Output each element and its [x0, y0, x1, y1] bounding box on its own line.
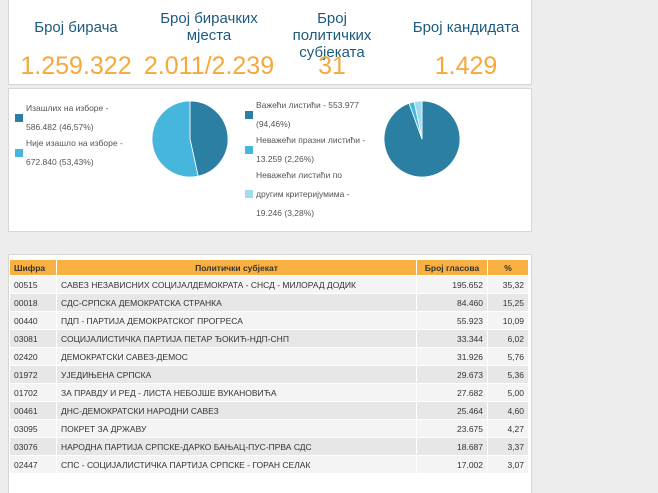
cell-code: 00440 [9, 311, 57, 330]
header-percent: % [487, 259, 529, 276]
cell-percent: 5,36 [487, 365, 529, 384]
stat-label: Број бирача [34, 19, 118, 36]
cell-votes: 17.002 [416, 455, 488, 474]
pie-slice [189, 100, 229, 177]
header-votes: Број гласова [416, 259, 488, 276]
cell-code: 00018 [9, 293, 57, 312]
cell-subject: СОЦИЈАЛИСТИЧКА ПАРТИЈА ПЕТАР ЂОКИЋ-НДП-С… [56, 329, 417, 348]
table-row[interactable]: 02447 СПС - СОЦИЈАЛИСТИЧКА ПАРТИЈА СРПСКЕ… [9, 455, 529, 474]
cell-votes: 33.344 [416, 329, 488, 348]
cell-percent: 3,37 [487, 437, 529, 456]
cell-subject: ДНС-ДЕМОКРАТСКИ НАРОДНИ САВЕЗ [56, 401, 417, 420]
table-row[interactable]: 01972 УЈЕДИЊЕНА СРПСКА 29.673 5,36 [9, 365, 529, 384]
cell-percent: 6,02 [487, 329, 529, 348]
legend-item: Неважећи празни листићи - 13.259 (2,26%) [245, 131, 366, 169]
header-code: Шифра [9, 259, 57, 276]
cell-code: 00461 [9, 401, 57, 420]
legend-item: Није изашло на изборе - 672.840 (53,43%) [15, 134, 123, 172]
cell-votes: 31.926 [416, 347, 488, 366]
ballots-pie-chart [383, 100, 461, 178]
cell-subject: ДЕМОКРАТСКИ САВЕЗ-ДЕМОС [56, 347, 417, 366]
results-table-panel: Шифра Политички субјекат Број гласова % … [8, 254, 532, 493]
table-row[interactable]: 01702 ЗА ПРАВДУ И РЕД - ЛИСТА НЕБОЈШЕ ВУК… [9, 383, 529, 402]
cell-votes: 195.652 [416, 275, 488, 294]
results-table: Шифра Политички субјекат Број гласова % … [9, 259, 529, 474]
cell-percent: 5,76 [487, 347, 529, 366]
cell-subject: УЈЕДИЊЕНА СРПСКА [56, 365, 417, 384]
cell-votes: 25.464 [416, 401, 488, 420]
stat-label: Број политичких субјеката [292, 10, 372, 61]
legend-item: Важећи листићи - 553.977 (94,46%) [245, 96, 360, 134]
legend-swatch [245, 110, 253, 119]
cell-subject: ПДП - ПАРТИЈА ДЕМОКРАТСКОГ ПРОГРЕСА [56, 311, 417, 330]
cell-subject: ПОКРЕТ ЗА ДРЖАВУ [56, 419, 417, 438]
legend-item: Неважећи листићи по другим критеријумима … [245, 166, 350, 223]
legend-text: другим критеријумима - [256, 189, 350, 199]
cell-votes: 27.682 [416, 383, 488, 402]
legend-item: Изашлих на изборе - 586.482 (46,57%) [15, 99, 109, 137]
table-row[interactable]: 02420 ДЕМОКРАТСКИ САВЕЗ-ДЕМОС 31.926 5,76 [9, 347, 529, 366]
table-row[interactable]: 00440 ПДП - ПАРТИЈА ДЕМОКРАТСКОГ ПРОГРЕСА… [9, 311, 529, 330]
turnout-pie-chart [151, 100, 229, 178]
cell-votes: 23.675 [416, 419, 488, 438]
charts-panel: Изашлих на изборе - 586.482 (46,57%) Није … [8, 88, 532, 232]
cell-votes: 84.460 [416, 293, 488, 312]
table-row[interactable]: 03081 СОЦИЈАЛИСТИЧКА ПАРТИЈА ПЕТАР ЂОКИЋ-… [9, 329, 529, 348]
legend-text: 586.482 (46,57%) [26, 122, 94, 132]
cell-code: 03076 [9, 437, 57, 456]
cell-percent: 5,00 [487, 383, 529, 402]
cell-subject: НАРОДНА ПАРТИЈА СРПСКЕ-ДАРКО БАЊАЦ-ПУС-П… [56, 437, 417, 456]
cell-percent: 35,32 [487, 275, 529, 294]
pie-slice [151, 100, 199, 178]
stat-label: Број кандидата [412, 19, 520, 36]
cell-percent: 4,27 [487, 419, 529, 438]
table-header-row: Шифра Политички субјекат Број гласова % [9, 259, 529, 276]
table-row[interactable]: 00461 ДНС-ДЕМОКРАТСКИ НАРОДНИ САВЕЗ 25.464… [9, 401, 529, 420]
legend-swatch [15, 148, 23, 157]
legend-text: Изашлих на изборе - [26, 103, 109, 113]
stat-value: 31 [318, 52, 346, 80]
cell-percent: 15,25 [487, 293, 529, 312]
pie-slice [413, 100, 423, 140]
cell-votes: 55.923 [416, 311, 488, 330]
legend-text: Неважећи празни листићи - [256, 135, 366, 145]
cell-votes: 29.673 [416, 365, 488, 384]
legend-text: 672.840 (53,43%) [26, 157, 94, 167]
table-row[interactable]: 03076 НАРОДНА ПАРТИЈА СРПСКЕ-ДАРКО БАЊАЦ-… [9, 437, 529, 456]
table-row[interactable]: 00018 СДС-СРПСКА ДЕМОКРАТСКА СТРАНКА 84.46… [9, 293, 529, 312]
legend-text: Неважећи листићи по [256, 170, 343, 180]
legend-swatch [245, 145, 253, 154]
cell-percent: 3,07 [487, 455, 529, 474]
legend-text: (94,46%) [256, 119, 291, 129]
cell-code: 01972 [9, 365, 57, 384]
cell-code: 03095 [9, 419, 57, 438]
legend-text: Важећи листићи - 553.977 [256, 100, 360, 110]
legend-text: 13.259 (2,26%) [256, 154, 315, 164]
cell-code: 01702 [9, 383, 57, 402]
table-row[interactable]: 03095 ПОКРЕТ ЗА ДРЖАВУ 23.675 4,27 [9, 419, 529, 438]
cell-subject: СПС - СОЦИЈАЛИСТИЧКА ПАРТИЈА СРПСКЕ - ГО… [56, 455, 417, 474]
cell-subject: ЗА ПРАВДУ И РЕД - ЛИСТА НЕБОЈШЕ ВУКАНОВИ… [56, 383, 417, 402]
stats-panel: Број бирача 1.259.322 Број бирачких мјес… [8, 0, 532, 85]
cell-code: 02447 [9, 455, 57, 474]
cell-code: 00515 [9, 275, 57, 294]
stat-value: 2.011/2.239 [143, 52, 275, 80]
legend-swatch [245, 190, 253, 198]
stat-value: 1.259.322 [20, 52, 132, 80]
cell-subject: СДС-СРПСКА ДЕМОКРАТСКА СТРАНКА [56, 293, 417, 312]
table-row[interactable]: 00515 САВЕЗ НЕЗАВИСНИХ СОЦИЈАЛДЕМОКРАТА -… [9, 275, 529, 294]
legend-text: 19.246 (3,28%) [256, 208, 315, 218]
cell-percent: 4,60 [487, 401, 529, 420]
cell-code: 03081 [9, 329, 57, 348]
legend-swatch [15, 113, 23, 122]
header-subject: Политички субјекат [56, 259, 417, 276]
legend-text: Није изашло на изборе - [26, 138, 123, 148]
cell-code: 02420 [9, 347, 57, 366]
stat-label: Број бирачких мјеста [160, 10, 258, 44]
cell-subject: САВЕЗ НЕЗАВИСНИХ СОЦИЈАЛДЕМОКРАТА - СНСД… [56, 275, 417, 294]
cell-percent: 10,09 [487, 311, 529, 330]
stat-value: 1.429 [434, 52, 498, 80]
cell-votes: 18.687 [416, 437, 488, 456]
